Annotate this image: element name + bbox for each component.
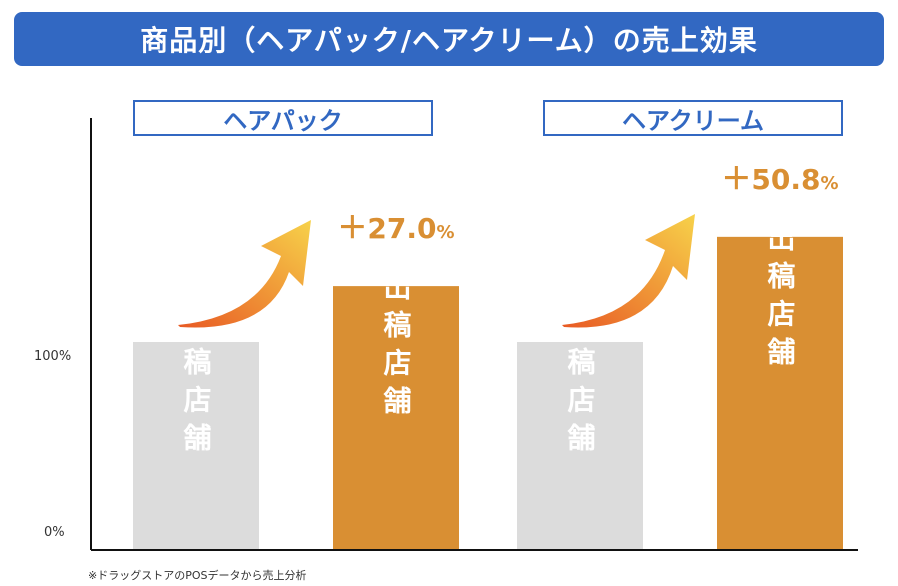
category-label-hair-cream: ヘアクリーム: [543, 100, 843, 136]
bar-ad-1: [717, 236, 843, 549]
bar-non-ad-0: [133, 342, 259, 549]
bar-label-1-1: 広告出稿店舗: [764, 146, 797, 374]
bar-label-1-0: 非出稿店舗: [564, 271, 597, 461]
uplift-arrow-0: [178, 220, 311, 328]
uplift-label-1: ＋50.8%: [721, 162, 838, 197]
category-label-hair-pack: ヘアパック: [133, 100, 433, 136]
y-tick-label-0: 0%: [44, 525, 65, 540]
bar-ad-0: [333, 286, 459, 549]
uplift-arrow-1: [562, 214, 695, 328]
y-tick-label-100: 100%: [34, 349, 71, 364]
uplift-label-0: ＋27.0%: [337, 211, 454, 246]
bar-label-0-0: 非出稿店舗: [180, 271, 213, 461]
bar-label-0-1: 広告出稿店舗: [380, 196, 413, 424]
bar-non-ad-1: [517, 342, 643, 549]
chart-title: 商品別（ヘアパック/ヘアクリーム）の売上効果: [14, 12, 884, 66]
footnote: ※ドラッグストアのPOSデータから売上分析: [88, 569, 307, 582]
